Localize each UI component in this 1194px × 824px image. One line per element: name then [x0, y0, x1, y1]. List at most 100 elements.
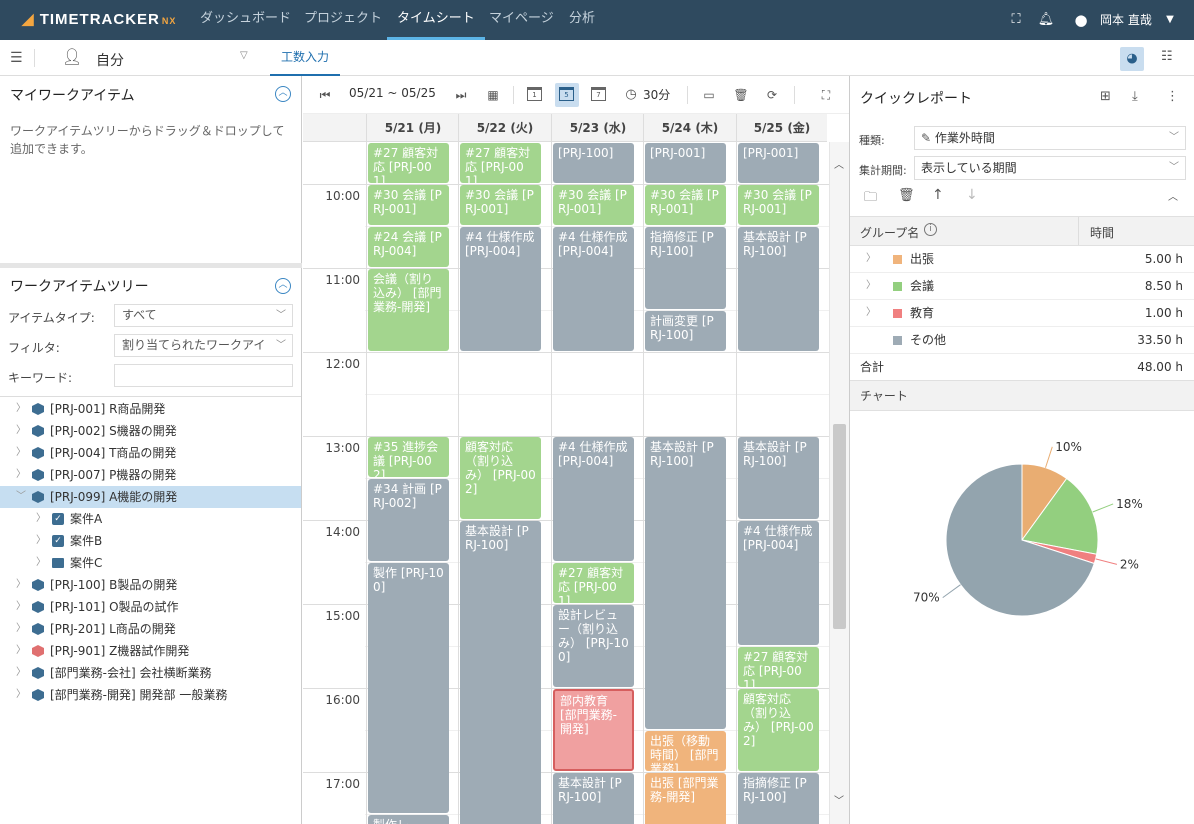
time-entry[interactable]: 基本設計 [PRJ-100] [738, 227, 819, 351]
time-entry[interactable]: #27 顧客対応 [PRJ-001] [738, 647, 819, 687]
time-entry[interactable]: #27 顧客対応 [PRJ-001] [368, 143, 449, 183]
tree-item[interactable]: 〉 [PRJ-101] O製品の試作 [0, 596, 301, 618]
pie-slice[interactable] [945, 463, 1095, 617]
chevron-down-icon[interactable]: ﹀ [16, 491, 26, 502]
tree-item[interactable]: 〉 [PRJ-002] S機器の開発 [0, 420, 301, 442]
period-select[interactable]: 表示している期間 ﹀ [914, 156, 1186, 180]
time-entry[interactable]: #24 会議 [PRJ-004] [368, 227, 449, 267]
chevron-right-icon[interactable]: 〉 [36, 513, 46, 524]
calendar-5day-icon[interactable]: 5 [559, 87, 574, 101]
day-header[interactable]: 5/21 (月) [366, 114, 459, 142]
chevron-right-icon[interactable]: 〉 [16, 579, 26, 590]
calendar-7day-icon[interactable]: 7 [591, 87, 606, 101]
last-page-icon[interactable]: ⏭︎ [455, 88, 467, 102]
pie-chart-icon[interactable]: ◕ [1120, 47, 1144, 71]
chevron-down-icon[interactable]: ▽ [240, 50, 248, 61]
time-entry[interactable]: #30 会議 [PRJ-001] [738, 185, 819, 225]
time-entry[interactable]: #34 計画 [PRJ-002] [368, 479, 449, 561]
clock-icon[interactable]: ◷ [625, 87, 637, 102]
comment-icon[interactable]: ▭ [703, 88, 715, 102]
chevron-right-icon[interactable]: 〉 [16, 425, 26, 436]
time-entry[interactable]: #4 仕様作成 [PRJ-004] [553, 437, 634, 561]
time-entry[interactable]: [PRJ-001] [645, 143, 726, 183]
chevron-right-icon[interactable]: 〉 [16, 645, 26, 656]
tree-item[interactable]: 〉 [PRJ-901] Z機器試作開発 [0, 640, 301, 662]
time-entry[interactable]: 指摘修正 [PRJ-100] [738, 773, 819, 824]
time-entry[interactable]: 部内教育 [部門業務-開発] [553, 689, 634, 771]
type-select[interactable]: ✎ 作業外時間 ﹀ [914, 126, 1186, 150]
nav-project[interactable]: プロジェクト [304, 11, 383, 26]
refresh-icon[interactable]: ⟳ [766, 88, 778, 102]
time-entry[interactable]: #4 仕様作成 [PRJ-004] [738, 521, 819, 645]
time-entry[interactable]: 出張 [部門業務-開発] [645, 773, 726, 824]
filter-select[interactable]: 割り当てられたワークアイ ﹀ [114, 334, 293, 357]
tree-item[interactable]: 〉 [PRJ-004] T商品の開発 [0, 442, 301, 464]
time-entry[interactable]: 顧客対応（割り込み） [PRJ-002] [738, 689, 819, 771]
scroll-up-icon[interactable]: ︿ [834, 160, 844, 171]
time-entry[interactable]: [PRJ-100] [553, 143, 634, 183]
time-entry[interactable]: 顧客対応（割り込み） [PRJ-002] [460, 437, 541, 519]
time-entry[interactable]: [PRJ-001] [738, 143, 819, 183]
time-entry[interactable]: 製作レ [368, 815, 449, 824]
more-vert-icon[interactable]: ⋮ [1166, 89, 1179, 104]
list-icon[interactable]: ☷ [1161, 49, 1173, 64]
chevron-right-icon[interactable]: 〉 [866, 307, 876, 318]
trash-icon[interactable]: 🗑︎ [733, 88, 749, 102]
time-entry[interactable]: 会議（割り込み） [部門業務-開発] [368, 269, 449, 351]
day-header[interactable]: 5/24 (木) [643, 114, 736, 142]
tree-item[interactable]: 〉 [PRJ-001] R商品開発 [0, 398, 301, 420]
chevron-right-icon[interactable]: 〉 [16, 469, 26, 480]
time-entry[interactable]: #4 仕様作成 [PRJ-004] [460, 227, 541, 351]
person-select[interactable]: 自分 [96, 53, 124, 69]
time-entry[interactable]: 計画変更 [PRJ-100] [645, 311, 726, 351]
calendar-today-icon[interactable]: ▦ [487, 88, 499, 102]
time-entry[interactable]: #30 会議 [PRJ-001] [553, 185, 634, 225]
time-entry[interactable]: 基本設計 [PRJ-100] [645, 437, 726, 729]
collapse-up-icon[interactable]: ︿ [1168, 192, 1178, 203]
report-row[interactable]: 〉 教育 1.00 h [850, 300, 1194, 327]
day-header[interactable]: 5/25 (金) [736, 114, 827, 142]
chevron-right-icon[interactable]: 〉 [16, 447, 26, 458]
hamburger-menu-icon[interactable]: ☰ [10, 50, 23, 66]
report-row[interactable]: 〉 出張 5.00 h [850, 246, 1194, 273]
collapse-up-icon[interactable]: ︿ [275, 278, 291, 294]
time-entry[interactable]: 製作 [PRJ-100] [368, 563, 449, 813]
download-icon[interactable]: ⤓ [1132, 89, 1138, 104]
arrow-up-icon[interactable]: ↑ [932, 187, 944, 203]
item-type-select[interactable]: すべて ﹀ [114, 304, 293, 327]
report-row[interactable]: 〉 会議 8.50 h [850, 273, 1194, 300]
calendar-1day-icon[interactable]: 1 [527, 87, 542, 101]
day-header[interactable]: 5/23 (水) [551, 114, 644, 142]
tree-item[interactable]: 〉 案件C [0, 552, 301, 574]
nav-mypage[interactable]: マイページ [489, 11, 554, 26]
time-entry[interactable]: #30 会議 [PRJ-001] [645, 185, 726, 225]
time-entry[interactable]: 基本設計 [PRJ-100] [553, 773, 634, 824]
first-page-icon[interactable]: ⏮︎ [319, 88, 331, 102]
tree-item[interactable]: 〉 [部門業務-会社] 会社横断業務 [0, 662, 301, 684]
arrow-down-icon[interactable]: ↓ [966, 187, 978, 203]
tree-item[interactable]: 〉 [PRJ-201] L商品の開発 [0, 618, 301, 640]
info-icon[interactable]: i [924, 223, 937, 236]
keyword-input[interactable] [114, 364, 293, 387]
chevron-right-icon[interactable]: 〉 [16, 403, 26, 414]
time-entry[interactable]: 設計レビュー（割り込み） [PRJ-100] [553, 605, 634, 687]
chevron-right-icon[interactable]: 〉 [36, 535, 46, 546]
tree-item[interactable]: 〉 [部門業務-開発] 開発部 一般業務 [0, 684, 301, 706]
calendar-scrollbar[interactable]: ︿ ﹀ [829, 142, 849, 824]
time-entry[interactable]: 出張（移動時間） [部門業務] [645, 731, 726, 771]
tab-work-hours[interactable]: 工数入力 [270, 40, 340, 76]
chevron-right-icon[interactable]: 〉 [16, 667, 26, 678]
add-folder-icon[interactable]: 🗀︎ [864, 190, 878, 205]
chevron-right-icon[interactable]: 〉 [16, 689, 26, 700]
chevron-right-icon[interactable]: 〉 [866, 253, 876, 264]
tree-item[interactable]: 〉 ✓ 案件A [0, 508, 301, 530]
time-entry[interactable]: #27 顧客対応 [PRJ-001] [553, 563, 634, 603]
scroll-down-icon[interactable]: ﹀ [834, 796, 844, 807]
app-logo[interactable]: ◢ TIMETRACKER NX [22, 10, 176, 28]
time-entry[interactable]: 基本設計 [PRJ-100] [738, 437, 819, 519]
bell-icon[interactable]: 🔔︎ [1037, 12, 1055, 27]
time-entry[interactable]: #30 会議 [PRJ-001] [368, 185, 449, 225]
collapse-up-icon[interactable]: ︿ [275, 86, 291, 102]
chevron-right-icon[interactable]: 〉 [16, 601, 26, 612]
